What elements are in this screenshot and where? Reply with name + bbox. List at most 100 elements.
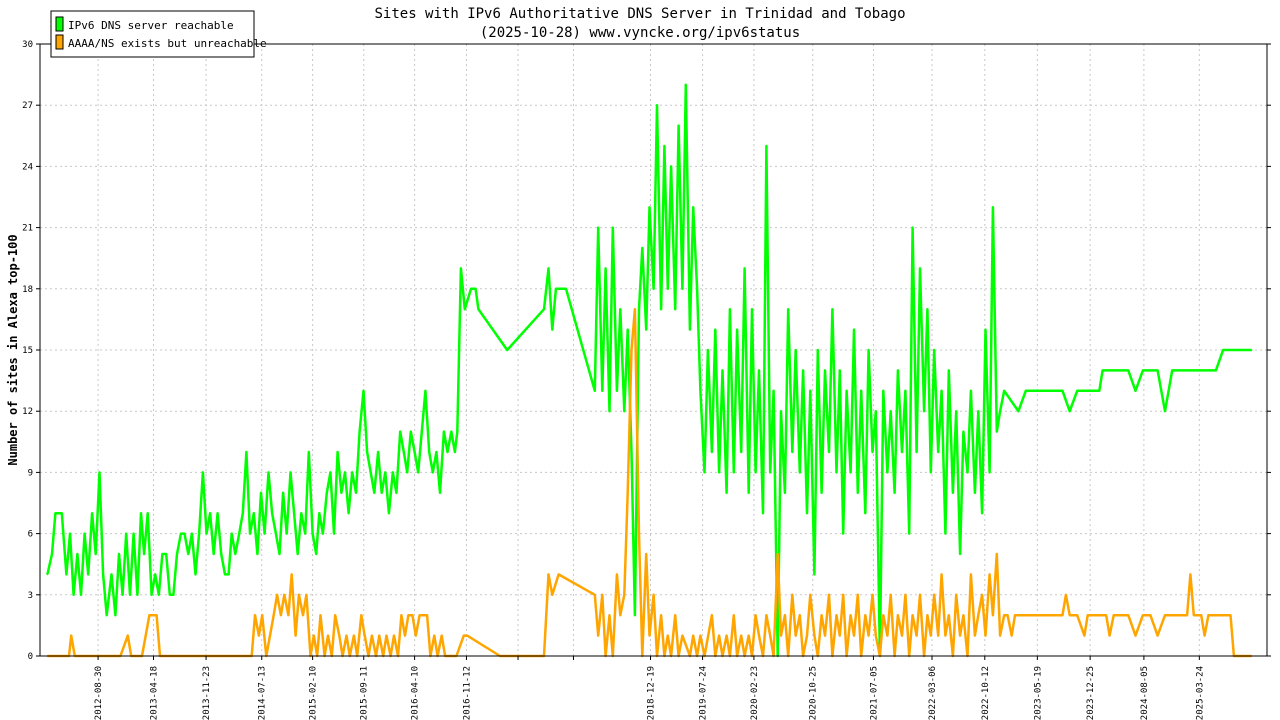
data-point: [867, 634, 870, 637]
data-point: [1203, 634, 1206, 637]
data-point: [65, 573, 68, 576]
data-point: [187, 553, 190, 555]
data-point: [685, 84, 687, 86]
data-point: [428, 451, 431, 453]
data-point: [864, 512, 867, 514]
data-point: [996, 430, 998, 433]
data-point: [977, 614, 980, 616]
data-point: [363, 634, 366, 637]
data-point: [1229, 614, 1232, 616]
data-point: [809, 594, 812, 596]
data-point: [901, 634, 903, 637]
data-point: [784, 492, 786, 494]
data-point: [424, 390, 427, 392]
x-tick-label: 2025-03-24: [1195, 666, 1205, 720]
data-point: [930, 471, 932, 474]
data-point: [867, 349, 870, 351]
data-point: [802, 369, 804, 372]
data-point: [608, 410, 611, 413]
data-point: [718, 471, 720, 474]
data-point: [1010, 634, 1013, 637]
data-point: [557, 573, 560, 576]
data-point: [406, 471, 409, 474]
data-point: [707, 349, 709, 351]
data-point: [474, 288, 477, 290]
data-point: [256, 553, 259, 555]
data-point: [565, 288, 567, 290]
x-tick-label: 2013-04-18: [150, 666, 160, 720]
data-point: [249, 532, 251, 535]
y-tick-label: 0: [28, 652, 33, 662]
data-point: [670, 165, 672, 168]
grid: [40, 43, 1267, 656]
data-point: [860, 390, 862, 392]
data-point: [901, 451, 903, 453]
data-point: [212, 553, 215, 555]
data-point: [674, 308, 676, 311]
data-point: [54, 512, 57, 514]
data-point: [440, 634, 443, 637]
data-point: [384, 471, 387, 474]
data-point: [882, 390, 885, 392]
data-point: [305, 594, 308, 596]
data-point: [70, 634, 72, 637]
data-point: [132, 532, 135, 535]
data-point: [791, 594, 794, 596]
data-point: [911, 614, 914, 616]
data-point: [1017, 410, 1020, 413]
y-axis-label: Number of sites in Alexa top-100: [6, 234, 20, 465]
data-point: [623, 410, 626, 413]
data-point: [919, 594, 921, 596]
data-point: [410, 430, 412, 433]
legend-swatch-unreachable: [55, 34, 64, 50]
data-point: [1186, 614, 1188, 616]
data-point: [155, 614, 158, 616]
data-point: [824, 369, 826, 372]
data-point: [51, 553, 53, 555]
data-point: [813, 634, 816, 637]
data-point: [380, 492, 383, 494]
data-point: [911, 226, 914, 229]
data-point: [933, 349, 935, 351]
data-point: [336, 451, 339, 453]
chart-title: Sites with IPv6 Authoritative DNS Server…: [374, 6, 905, 22]
data-point: [198, 532, 200, 535]
data-point: [601, 390, 604, 392]
data-point: [988, 573, 991, 576]
y-tick-label: 24: [22, 162, 33, 172]
data-point: [926, 614, 929, 616]
data-point: [326, 492, 328, 494]
chart-subtitle: (2025-10-28) www.vyncke.org/ipv6status: [480, 25, 800, 41]
data-point: [146, 512, 149, 514]
data-point: [69, 532, 71, 535]
data-point: [1068, 410, 1071, 413]
x-tick-label: 2022-03-06: [928, 666, 938, 720]
x-tick-label: 2021-07-05: [869, 666, 879, 720]
data-point: [418, 614, 421, 616]
data-point: [329, 471, 332, 474]
x-tick-label: 2023-05-19: [1033, 666, 1043, 720]
data-point: [626, 492, 629, 494]
data-point: [648, 634, 651, 637]
x-tick-label: 2023-12-25: [1086, 666, 1096, 720]
data-point: [857, 594, 859, 596]
data-point: [594, 390, 596, 392]
data-point: [758, 369, 760, 372]
data-point: [260, 492, 262, 494]
data-point: [114, 614, 117, 616]
data-point: [740, 634, 742, 637]
data-point: [915, 634, 918, 637]
data-point: [443, 430, 445, 433]
data-point: [740, 451, 742, 453]
data-point: [663, 145, 666, 147]
data-point: [634, 308, 636, 311]
data-point: [1003, 390, 1005, 392]
data-point: [411, 614, 414, 616]
data-point: [999, 410, 1001, 413]
data-point: [897, 614, 899, 616]
data-point: [61, 512, 63, 514]
data-point: [456, 430, 459, 433]
data-point: [551, 328, 554, 331]
plot-frame: [39, 43, 1268, 657]
